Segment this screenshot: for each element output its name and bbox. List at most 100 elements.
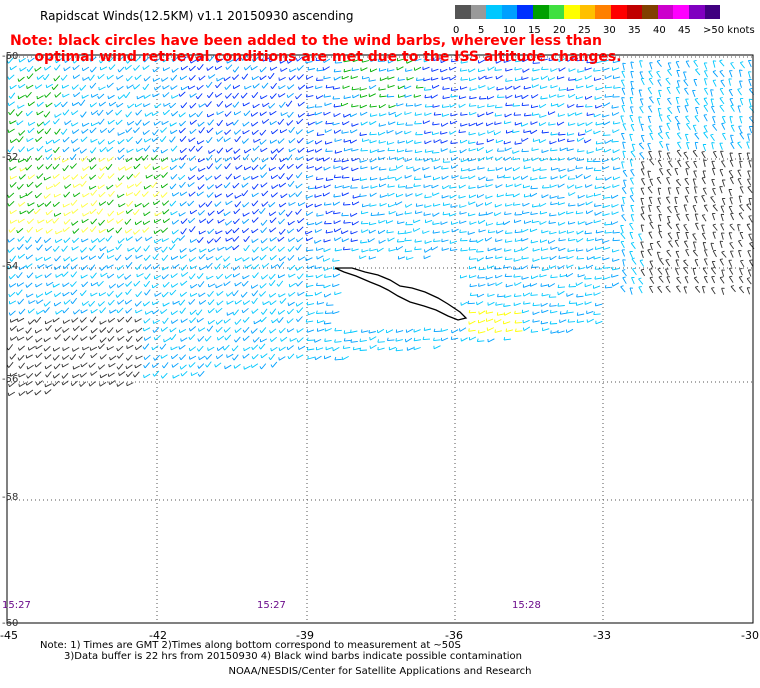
- wind-barb: [468, 265, 477, 270]
- wind-barb: [316, 346, 324, 351]
- wind-barb: [549, 303, 557, 307]
- wind-barb: [495, 275, 503, 279]
- wind-barb: [686, 122, 691, 130]
- wind-barb: [665, 196, 671, 204]
- wind-barb: [739, 132, 745, 140]
- wind-barb: [386, 337, 395, 342]
- wind-barb: [334, 248, 343, 252]
- wind-barb: [532, 60, 540, 64]
- wind-barb: [530, 292, 538, 296]
- wind-barb: [17, 354, 25, 361]
- wind-barb: [44, 128, 52, 135]
- wind-barb: [152, 253, 159, 260]
- wind-barb: [422, 167, 430, 171]
- wind-barb: [675, 187, 680, 195]
- scale-swatch: [595, 5, 611, 19]
- wind-barb: [370, 166, 378, 170]
- wind-barb: [558, 222, 566, 226]
- wind-barb: [529, 192, 538, 197]
- wind-barb: [279, 59, 287, 64]
- lon-label: -45: [0, 629, 18, 642]
- wind-barb: [98, 201, 107, 206]
- wind-barb: [586, 84, 594, 89]
- wind-barb: [286, 120, 294, 126]
- wind-barb: [316, 132, 325, 136]
- wind-barb: [485, 149, 494, 154]
- wind-barb: [160, 308, 168, 314]
- wind-barb: [487, 103, 495, 108]
- wind-barb: [388, 211, 396, 215]
- wind-barb: [404, 111, 412, 115]
- wind-barb: [107, 372, 115, 377]
- wind-barb: [576, 57, 584, 62]
- wind-barb: [125, 57, 133, 64]
- wind-barb: [442, 211, 450, 216]
- wind-barb: [190, 372, 198, 377]
- wind-barb: [676, 149, 682, 157]
- wind-barb: [35, 227, 43, 233]
- wind-barb: [541, 292, 549, 297]
- scale-label: 30: [603, 25, 616, 36]
- wind-barb: [6, 361, 14, 368]
- wind-barb: [7, 265, 15, 270]
- wind-barb: [667, 68, 673, 76]
- wind-barb: [316, 95, 324, 100]
- wind-barb: [377, 58, 386, 62]
- wind-barb: [530, 228, 538, 233]
- wind-barb: [316, 328, 325, 332]
- wind-barb: [260, 147, 268, 153]
- wind-barb: [260, 308, 268, 315]
- wind-barb: [53, 155, 61, 161]
- wind-barb: [404, 237, 412, 242]
- wind-barb: [251, 290, 259, 297]
- wind-barb: [251, 192, 259, 198]
- wind-barb: [720, 79, 726, 87]
- wind-barb: [477, 68, 486, 73]
- wind-barb: [405, 193, 413, 197]
- map-grid: [7, 55, 753, 623]
- wind-barb: [306, 129, 314, 134]
- wind-barb: [70, 199, 78, 206]
- wind-barb: [565, 328, 574, 333]
- wind-barb: [276, 147, 285, 153]
- wind-barb: [197, 363, 205, 369]
- wind-barb: [451, 228, 459, 233]
- wind-barb: [118, 166, 126, 171]
- wind-barb: [233, 129, 242, 135]
- wind-barb: [285, 210, 293, 217]
- wind-barb: [314, 148, 323, 153]
- wind-barb: [469, 221, 477, 225]
- wind-barb: [216, 346, 224, 352]
- wind-barb: [612, 258, 620, 262]
- wind-barb: [343, 338, 352, 342]
- wind-barb: [107, 317, 116, 323]
- wind-barb: [504, 256, 513, 261]
- wind-barb: [351, 221, 359, 226]
- wind-barb: [377, 346, 385, 351]
- wind-barb: [25, 254, 33, 260]
- wind-barb: [115, 243, 122, 250]
- wind-barb: [476, 203, 484, 208]
- wind-barb: [667, 187, 672, 195]
- wind-barb: [712, 70, 718, 78]
- wind-barb: [242, 353, 250, 359]
- wind-barb: [674, 239, 679, 247]
- wind-barb: [19, 210, 27, 215]
- scale-swatch: [533, 5, 549, 19]
- wind-barb: [100, 272, 108, 278]
- wind-barb: [728, 89, 733, 97]
- wind-barb: [268, 167, 276, 172]
- wind-barb: [657, 267, 663, 275]
- wind-barb: [37, 219, 45, 224]
- wind-barb: [529, 283, 538, 287]
- wind-barb: [225, 173, 233, 180]
- wind-barb: [6, 344, 14, 351]
- wind-barb: [288, 75, 296, 81]
- wind-barb: [234, 194, 242, 199]
- wind-barb: [694, 141, 699, 150]
- wind-barb: [692, 205, 697, 213]
- wind-barb: [207, 319, 215, 325]
- wind-barb: [99, 165, 107, 171]
- wind-barb: [152, 301, 160, 306]
- wind-barb: [17, 253, 25, 259]
